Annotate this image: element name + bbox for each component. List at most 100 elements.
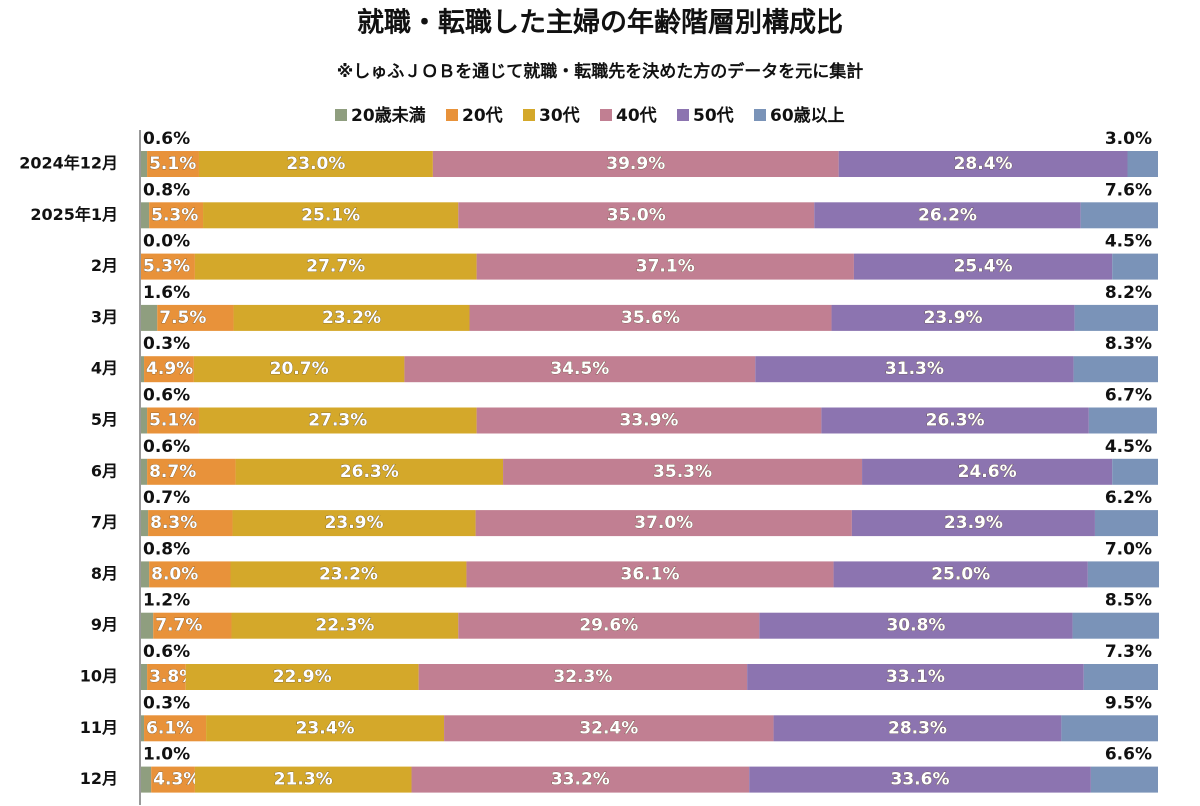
bar-segment [148,510,233,537]
value-label: 22.3% [315,616,374,636]
bar-segment [235,458,504,485]
value-label: 23.9% [924,308,983,328]
value-label: 0.6% [143,386,190,406]
value-label: 35.6% [621,308,680,328]
category-label: 11月 [80,718,118,737]
category-label: 2025年1月 [30,205,118,224]
category-label: 9月 [91,615,118,634]
bar-segment [458,612,760,639]
value-label: 4.5% [1105,437,1152,457]
category-label: 3月 [91,307,118,326]
bar-segment [821,407,1089,434]
value-label: 4.3% [153,770,200,790]
legend-label: 20代 [462,105,503,126]
bar-segment [1112,458,1158,485]
category-label: 2024年12月 [19,154,118,173]
bar-segment [144,356,194,383]
bar-segment [411,766,750,793]
legend-swatch [677,109,689,121]
bar-segment [141,510,149,537]
bar-segment [141,612,154,639]
bar-segment [1088,407,1157,434]
bar-segment [193,356,405,383]
value-label: 33.1% [886,667,945,687]
bar-segment [1073,356,1158,383]
legend-swatch [446,109,458,121]
value-label: 31.3% [885,359,944,379]
value-label: 27.7% [306,257,365,277]
legend-swatch [754,109,766,121]
bar-segment [157,304,234,331]
value-label: 28.4% [954,154,1013,174]
value-label: 23.0% [286,154,345,174]
value-label: 0.8% [143,539,190,559]
bar-segment [149,202,204,229]
bar-segment [458,202,815,229]
value-label: 20.7% [270,359,329,379]
bar-segment [759,612,1073,639]
value-label: 0.8% [143,180,190,200]
value-label: 0.3% [143,334,190,354]
bar-segment [147,407,199,434]
legend-label: 30代 [539,105,580,126]
bar-segment [1112,253,1158,280]
chart-title: 就職・転職した主婦の年齢階層別構成比 [357,7,843,39]
bar-segment [147,664,186,690]
value-label: 8.0% [151,564,198,584]
value-label: 23.9% [325,513,384,533]
chart-subtitle: ※しゅふＪＯＢを通じて就職・転職先を決めた方のデータを元に集計 [337,61,864,82]
bar-segment [203,202,459,229]
bar-segment [755,356,1074,383]
value-label: 21.3% [274,770,333,790]
value-label: 8.7% [149,462,196,482]
value-label: 35.3% [653,462,712,482]
value-label: 8.3% [1105,334,1152,354]
value-label: 5.3% [143,257,190,277]
legend-swatch [600,109,612,121]
bar-segment [1087,561,1160,588]
bar-segment [153,612,232,639]
bar-segment [469,304,832,331]
value-label: 3.8% [149,667,196,687]
value-label: 39.9% [606,154,665,174]
value-label: 7.6% [1105,180,1152,200]
bar-segment [444,715,774,742]
bar-segment [749,766,1091,793]
bar-segment [773,715,1062,742]
bar-segment [814,202,1081,229]
bar-segment [1090,766,1158,793]
bar-segment [475,510,852,537]
bar-segment [404,356,756,383]
bar-segment [231,612,459,639]
value-label: 33.9% [619,411,678,431]
value-label: 5.1% [149,154,196,174]
value-label: 6.6% [1105,745,1152,765]
bar-segment [232,510,476,537]
value-label: 6.1% [146,718,193,738]
bar-segment [141,561,150,588]
value-label: 5.3% [151,205,198,225]
value-label: 34.5% [550,359,609,379]
bar-segment [141,715,145,742]
value-label: 32.4% [579,718,638,738]
value-label: 0.6% [143,642,190,662]
bar-segment [141,664,148,690]
value-label: 28.3% [888,718,947,738]
bar-segment [141,253,195,280]
bar-segment [851,510,1095,537]
bar-segment [1094,510,1158,537]
bar-segment [233,304,470,331]
bar-segment [1080,202,1158,229]
value-label: 29.6% [579,616,638,636]
value-label: 4.9% [146,359,193,379]
bar-segment [147,151,199,177]
value-label: 37.0% [634,513,693,533]
value-label: 23.9% [944,513,1003,533]
value-label: 0.6% [143,129,190,149]
category-label: 12月 [80,769,118,788]
value-label: 22.9% [273,667,332,687]
value-label: 7.7% [155,616,202,636]
value-label: 37.1% [636,257,695,277]
legend-swatch [335,109,347,121]
